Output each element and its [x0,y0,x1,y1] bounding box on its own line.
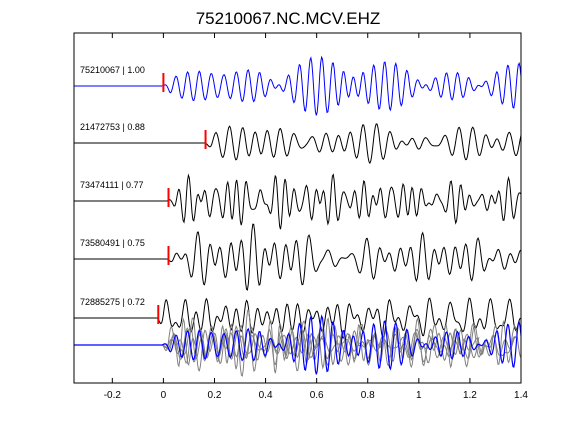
x-tick-label: 1.4 [514,390,528,401]
x-tick-label: 0.6 [310,390,324,401]
x-tick-label: 0.4 [259,390,273,401]
trace-label: 73474111 | 0.77 [80,180,144,190]
x-tick-label: 1.2 [463,390,477,401]
x-axis: -0.2 0 0.2 0.4 0.6 0.8 1 1.2 1.4 [104,33,528,401]
x-tick-label: 1 [416,390,422,401]
chart-title: 75210067.NC.MCV.EHZ [196,9,381,28]
trace-line [74,173,522,230]
plot-frame [73,32,522,384]
trace-line [74,123,522,165]
trace-label: 21472753 | 0.88 [80,122,145,132]
stack-primary-line [74,314,522,375]
x-tick-label: 0.2 [208,390,222,401]
x-tick-label: 0.8 [361,390,375,401]
x-tick-label: 0 [161,390,167,401]
trace-label: 72885275 | 0.72 [80,297,145,307]
trace-line [74,223,522,291]
trace-line [74,297,522,340]
trace-label: 73580491 | 0.75 [80,238,145,248]
trace-line [74,55,522,116]
x-tick-label: -0.2 [104,390,122,401]
stack-layer [74,309,522,377]
trace-label: 75210067 | 1.00 [80,65,145,75]
traces-layer: 75210067 | 1.00 21472753 | 0.88 73474111 |… [74,55,522,340]
